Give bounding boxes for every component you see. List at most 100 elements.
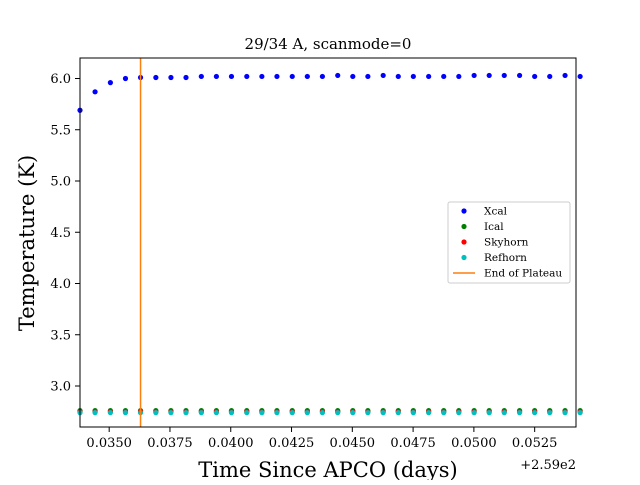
legend: Xcal Ical Skyhorn Refhorn End of Plateau	[447, 201, 571, 284]
point-refhorn	[335, 410, 341, 416]
point-refhorn	[244, 410, 250, 416]
legend-marker-skyhorn	[461, 239, 467, 245]
point-xcal	[183, 74, 189, 81]
point-xcal	[228, 73, 235, 80]
x-tick-label: 0.0475	[390, 436, 436, 451]
point-refhorn	[577, 410, 583, 416]
point-refhorn	[516, 410, 523, 416]
point-refhorn	[304, 410, 310, 416]
point-xcal	[516, 72, 523, 79]
point-refhorn	[395, 410, 401, 416]
x-axis-label: Time Since APCO (days)	[198, 458, 457, 480]
point-xcal	[456, 73, 462, 80]
point-refhorn	[547, 410, 553, 416]
point-refhorn	[259, 410, 265, 416]
point-refhorn	[213, 410, 219, 416]
point-xcal	[380, 72, 386, 79]
series-xcal	[77, 72, 583, 113]
legend-box	[447, 201, 571, 284]
point-xcal	[92, 89, 98, 95]
point-xcal	[577, 73, 583, 80]
point-refhorn	[153, 410, 159, 416]
point-xcal	[289, 73, 295, 80]
point-xcal	[501, 72, 507, 79]
point-refhorn	[410, 410, 416, 416]
point-refhorn	[501, 410, 507, 416]
point-refhorn	[441, 410, 447, 416]
series-refhorn	[77, 410, 583, 416]
legend-marker-xcal	[461, 208, 467, 214]
point-refhorn	[198, 410, 204, 416]
y-tick-label: 6.0	[50, 72, 71, 87]
point-refhorn	[456, 410, 462, 416]
y-tick-label: 4.5	[50, 226, 71, 241]
y-axis: 3.0 3.5 4.0 4.5 5.0 5.5 6.0	[50, 72, 80, 395]
point-refhorn	[92, 410, 98, 416]
point-refhorn	[122, 410, 129, 416]
point-refhorn	[486, 410, 492, 416]
point-refhorn	[274, 410, 280, 416]
x-tick-label: 0.0400	[208, 436, 254, 451]
point-refhorn	[380, 410, 386, 416]
point-xcal	[107, 80, 113, 86]
legend-label-end-of-plateau: End of Plateau	[484, 268, 562, 280]
series-ical	[77, 408, 583, 414]
y-tick-label: 3.5	[50, 328, 71, 343]
point-xcal	[486, 72, 492, 79]
x-tick-label: 0.0350	[86, 436, 132, 451]
point-refhorn	[365, 410, 371, 416]
point-refhorn	[562, 410, 568, 416]
y-tick-label: 4.0	[50, 277, 71, 292]
point-xcal	[471, 72, 477, 79]
point-refhorn	[289, 410, 295, 416]
point-refhorn	[471, 410, 477, 416]
point-xcal	[441, 73, 447, 80]
point-refhorn	[532, 410, 538, 416]
x-tick-label: 0.0450	[330, 436, 376, 451]
point-xcal	[562, 72, 568, 79]
point-xcal	[335, 72, 341, 79]
point-xcal	[395, 73, 401, 80]
series-skyhorn	[77, 409, 583, 415]
point-refhorn	[426, 410, 432, 416]
x-tick-label: 0.0500	[451, 436, 497, 451]
point-xcal	[213, 73, 219, 80]
legend-marker-ical	[461, 223, 467, 230]
point-xcal	[274, 73, 280, 80]
point-xcal	[122, 75, 129, 82]
legend-label-xcal: Xcal	[484, 206, 508, 218]
point-xcal	[410, 73, 416, 80]
y-tick-label: 5.0	[50, 175, 71, 190]
point-xcal	[304, 73, 310, 80]
point-xcal	[198, 73, 204, 80]
x-tick-label: 0.0375	[147, 436, 193, 451]
point-refhorn	[168, 410, 174, 416]
point-xcal	[153, 74, 159, 81]
point-xcal	[547, 73, 553, 80]
chart-title: 29/34 A, scanmode=0	[245, 35, 412, 53]
point-refhorn	[319, 410, 326, 416]
point-xcal	[259, 73, 265, 80]
point-refhorn	[183, 410, 189, 416]
x-tick-label: 0.0425	[269, 436, 315, 451]
legend-label-skyhorn: Skyhorn	[484, 237, 529, 249]
point-refhorn	[350, 410, 356, 416]
point-xcal	[244, 73, 250, 80]
plot-frame	[79, 57, 577, 428]
point-xcal	[426, 73, 432, 80]
legend-marker-refhorn	[461, 254, 467, 261]
point-xcal	[350, 73, 356, 80]
legend-label-refhorn: Refhorn	[484, 252, 527, 264]
y-tick-label: 5.5	[50, 123, 71, 138]
point-xcal	[319, 73, 326, 80]
x-offset-label: +2.59e2	[520, 458, 576, 473]
y-axis-label: Temperature (K)	[15, 155, 39, 331]
plot-points	[77, 72, 583, 416]
point-xcal	[365, 73, 371, 80]
point-refhorn	[107, 410, 113, 416]
legend-label-ical: Ical	[484, 221, 504, 233]
x-tick-label: 0.0525	[512, 436, 558, 451]
y-tick-label: 3.0	[50, 380, 71, 395]
